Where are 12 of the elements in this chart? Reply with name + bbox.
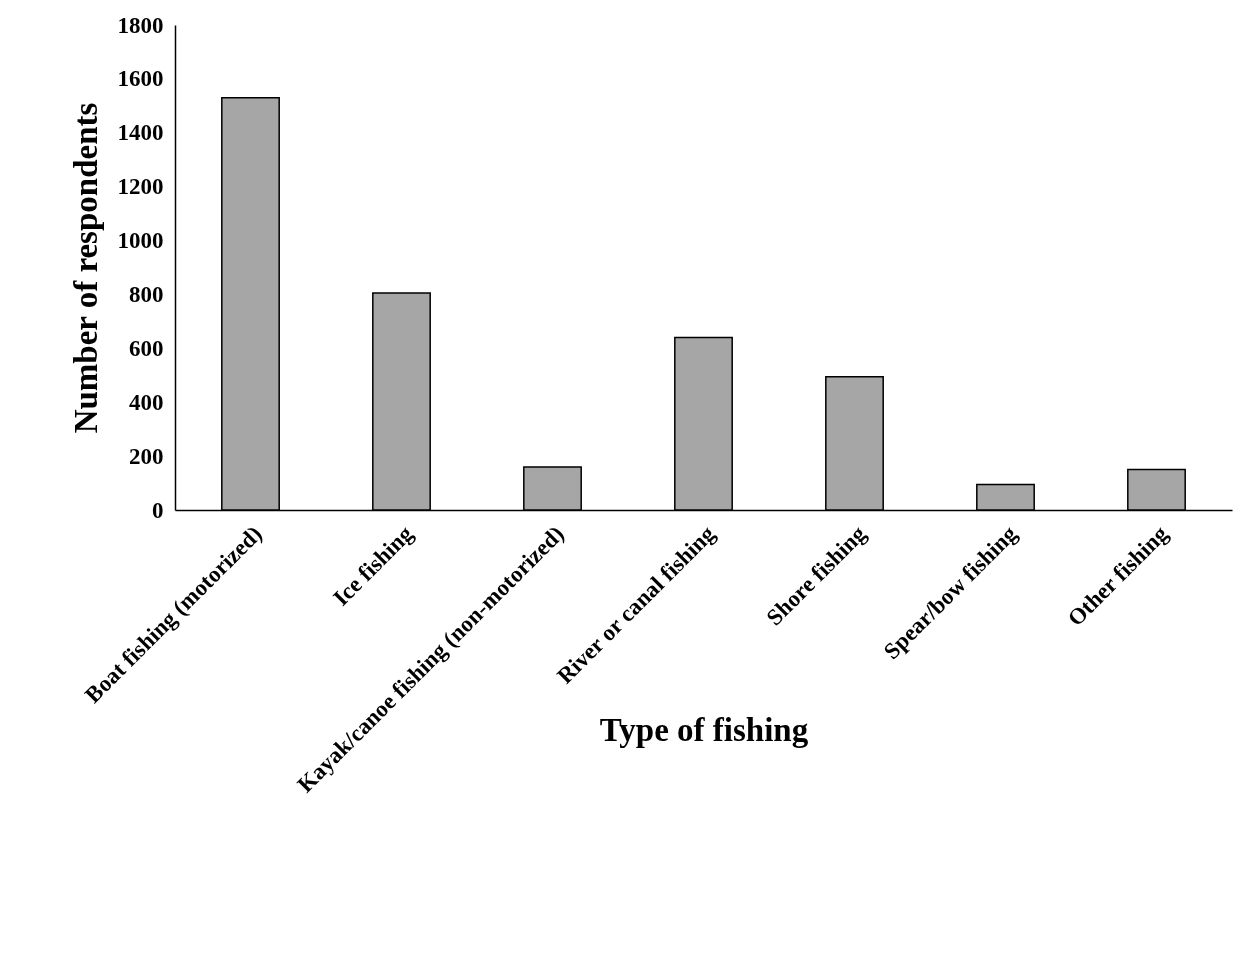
y-tick-label: 1400 bbox=[117, 120, 164, 146]
y-tick-label: 200 bbox=[129, 443, 164, 469]
y-tick-label: 1000 bbox=[117, 228, 164, 254]
y-tick-label: 0 bbox=[152, 497, 164, 523]
y-tick-label: 400 bbox=[129, 389, 164, 415]
x-axis-title: Type of fishing bbox=[599, 711, 809, 748]
y-tick-label: 1800 bbox=[117, 12, 164, 38]
y-axis-title: Number of respondents bbox=[67, 102, 104, 434]
y-tick-label: 600 bbox=[129, 335, 164, 361]
y-tick-label: 800 bbox=[129, 281, 164, 307]
y-tick-label: 1200 bbox=[117, 174, 164, 200]
y-tick-label: 1600 bbox=[117, 66, 164, 92]
